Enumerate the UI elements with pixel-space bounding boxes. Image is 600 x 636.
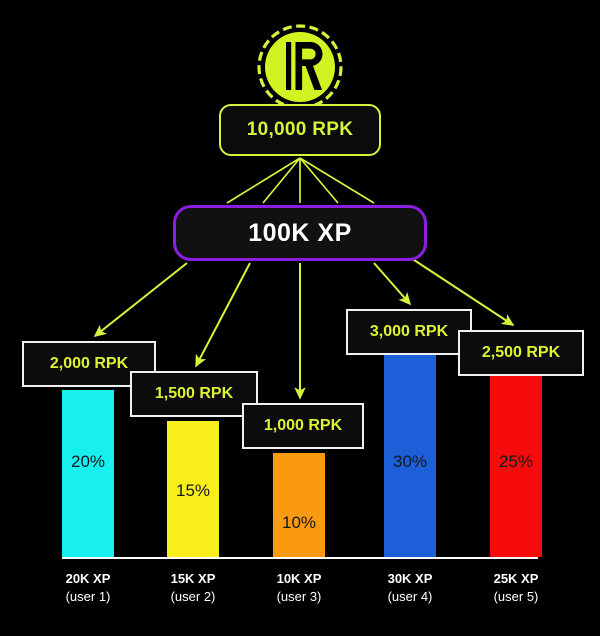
reward-amount-label: 2,500 RPK [481, 344, 561, 361]
x-axis-xp-value: 15K XP [170, 571, 216, 586]
rpk-coin-icon [255, 22, 345, 112]
bar-percent-label: 20% [70, 452, 106, 471]
reward-amount-label: 3,000 RPK [369, 323, 449, 340]
bar-percent-label: 25% [498, 452, 534, 471]
arrow-to-user-2 [195, 262, 251, 368]
x-axis-xp-value: 25K XP [493, 571, 539, 586]
bar-percent-label: 30% [392, 452, 428, 471]
reward-amount-label: 2,000 RPK [49, 355, 129, 372]
x-axis-user-name: (user 4) [387, 589, 433, 604]
x-axis-user-name: (user 1) [65, 589, 111, 604]
fan-connectors [226, 157, 375, 204]
reward-callout-user-4: 3,000 RPK [346, 309, 472, 355]
bar-user-5: 25% [490, 375, 542, 557]
x-axis-xp-value: 20K XP [65, 571, 111, 586]
xp-pool-label: 100K XP [248, 218, 352, 247]
reward-callout-user-2: 1,500 RPK [130, 371, 258, 417]
x-axis-label-user-4: 30K XP (user 4) [350, 570, 470, 606]
xp-pool-pill: 100K XP [173, 205, 427, 261]
total-rpk-pill: 10,000 RPK [219, 104, 381, 156]
x-axis-label-user-2: 15K XP (user 2) [133, 570, 253, 606]
arrow-to-user-4 [373, 262, 412, 306]
reward-callout-user-3: 1,000 RPK [242, 403, 364, 449]
bar-user-1: 20% [62, 390, 114, 557]
x-axis-label-user-5: 25K XP (user 5) [456, 570, 576, 606]
axis-baseline [62, 557, 538, 559]
bar-user-4: 30% [384, 352, 436, 557]
bar-user-3: 10% [273, 453, 325, 557]
x-axis-user-name: (user 5) [493, 589, 539, 604]
bar-user-2: 15% [167, 421, 219, 557]
arrow-to-user-1 [93, 262, 188, 337]
reward-callout-user-5: 2,500 RPK [458, 330, 584, 376]
x-axis-xp-value: 30K XP [387, 571, 433, 586]
x-axis-user-name: (user 2) [170, 589, 216, 604]
x-axis-xp-value: 10K XP [276, 571, 322, 586]
x-axis-label-user-1: 20K XP (user 1) [28, 570, 148, 606]
bar-percent-label: 10% [281, 513, 317, 532]
reward-amount-label: 1,000 RPK [263, 417, 343, 434]
total-rpk-label: 10,000 RPK [246, 119, 354, 140]
reward-amount-label: 1,500 RPK [154, 385, 234, 402]
x-axis-label-user-3: 10K XP (user 3) [239, 570, 359, 606]
bar-percent-label: 15% [175, 481, 211, 500]
x-axis-user-name: (user 3) [276, 589, 322, 604]
